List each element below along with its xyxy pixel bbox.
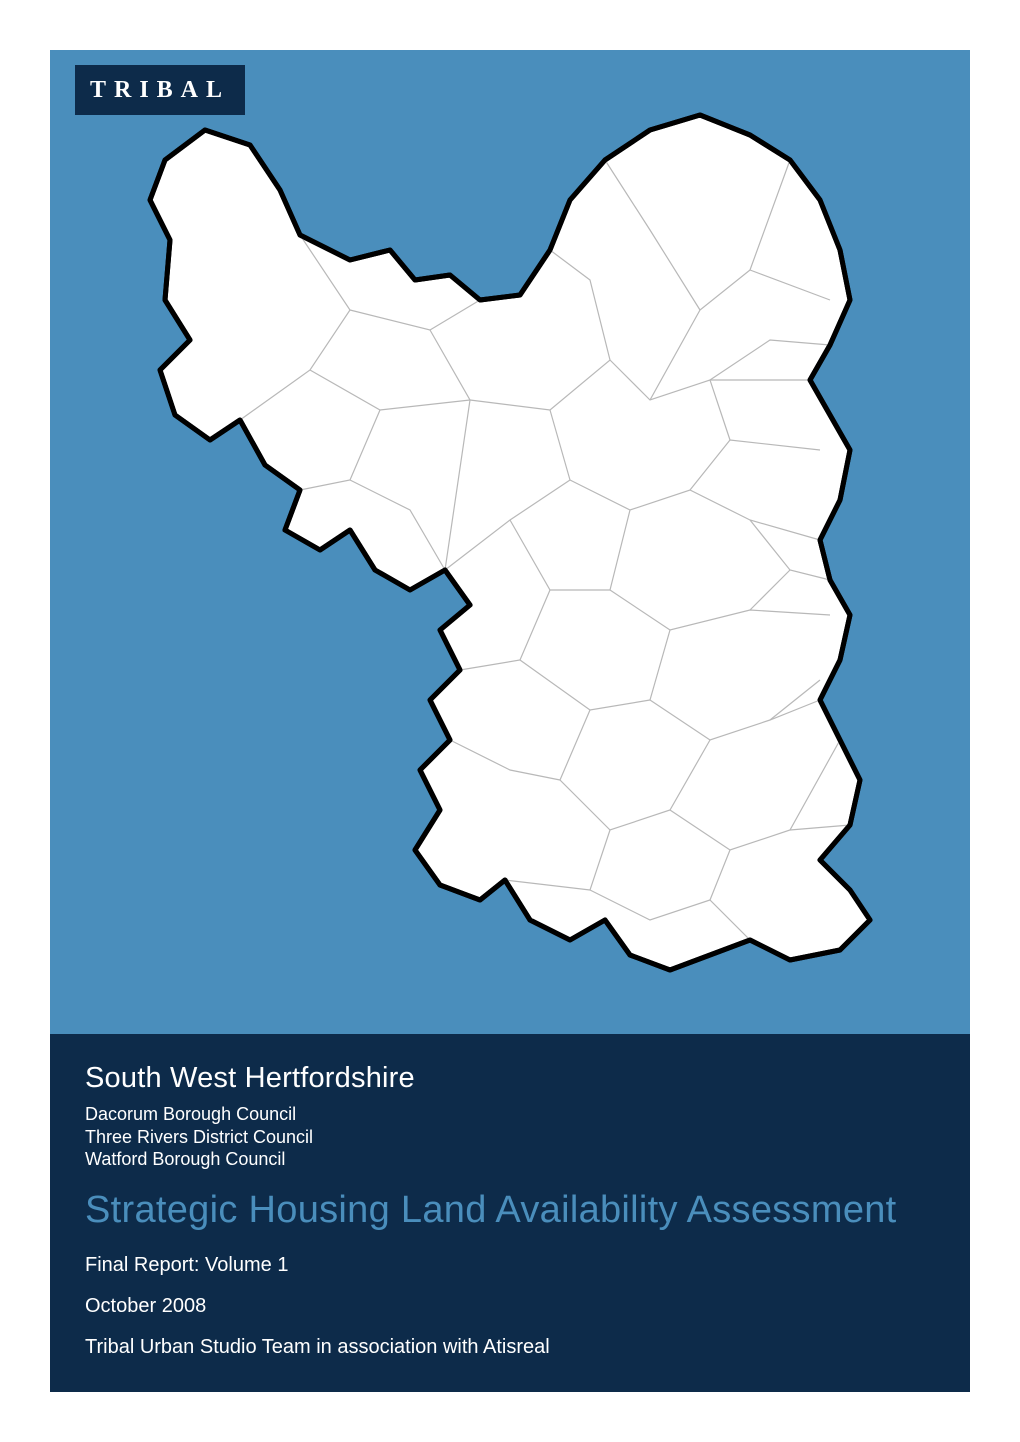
region-map — [50, 50, 970, 1034]
document-title: Strategic Housing Land Availability Asse… — [85, 1189, 935, 1232]
attribution: Tribal Urban Studio Team in association … — [85, 1336, 935, 1359]
volume-label: Final Report: Volume 1 — [85, 1254, 935, 1277]
cover-page: TRIBAL South West Hertfordshire Dacorum … — [0, 0, 1020, 1442]
region-heading: South West Hertfordshire — [85, 1062, 935, 1095]
council-3: Watford Borough Council — [85, 1148, 935, 1171]
council-2: Three Rivers District Council — [85, 1126, 935, 1149]
date-label: October 2008 — [85, 1295, 935, 1318]
logo-text: TRIBAL — [90, 77, 230, 104]
councils-list: Dacorum Borough Council Three Rivers Dis… — [85, 1103, 935, 1171]
council-1: Dacorum Borough Council — [85, 1103, 935, 1126]
logo: TRIBAL — [75, 65, 245, 115]
map-panel: TRIBAL — [50, 50, 970, 1034]
title-block: South West Hertfordshire Dacorum Borough… — [50, 1034, 970, 1392]
